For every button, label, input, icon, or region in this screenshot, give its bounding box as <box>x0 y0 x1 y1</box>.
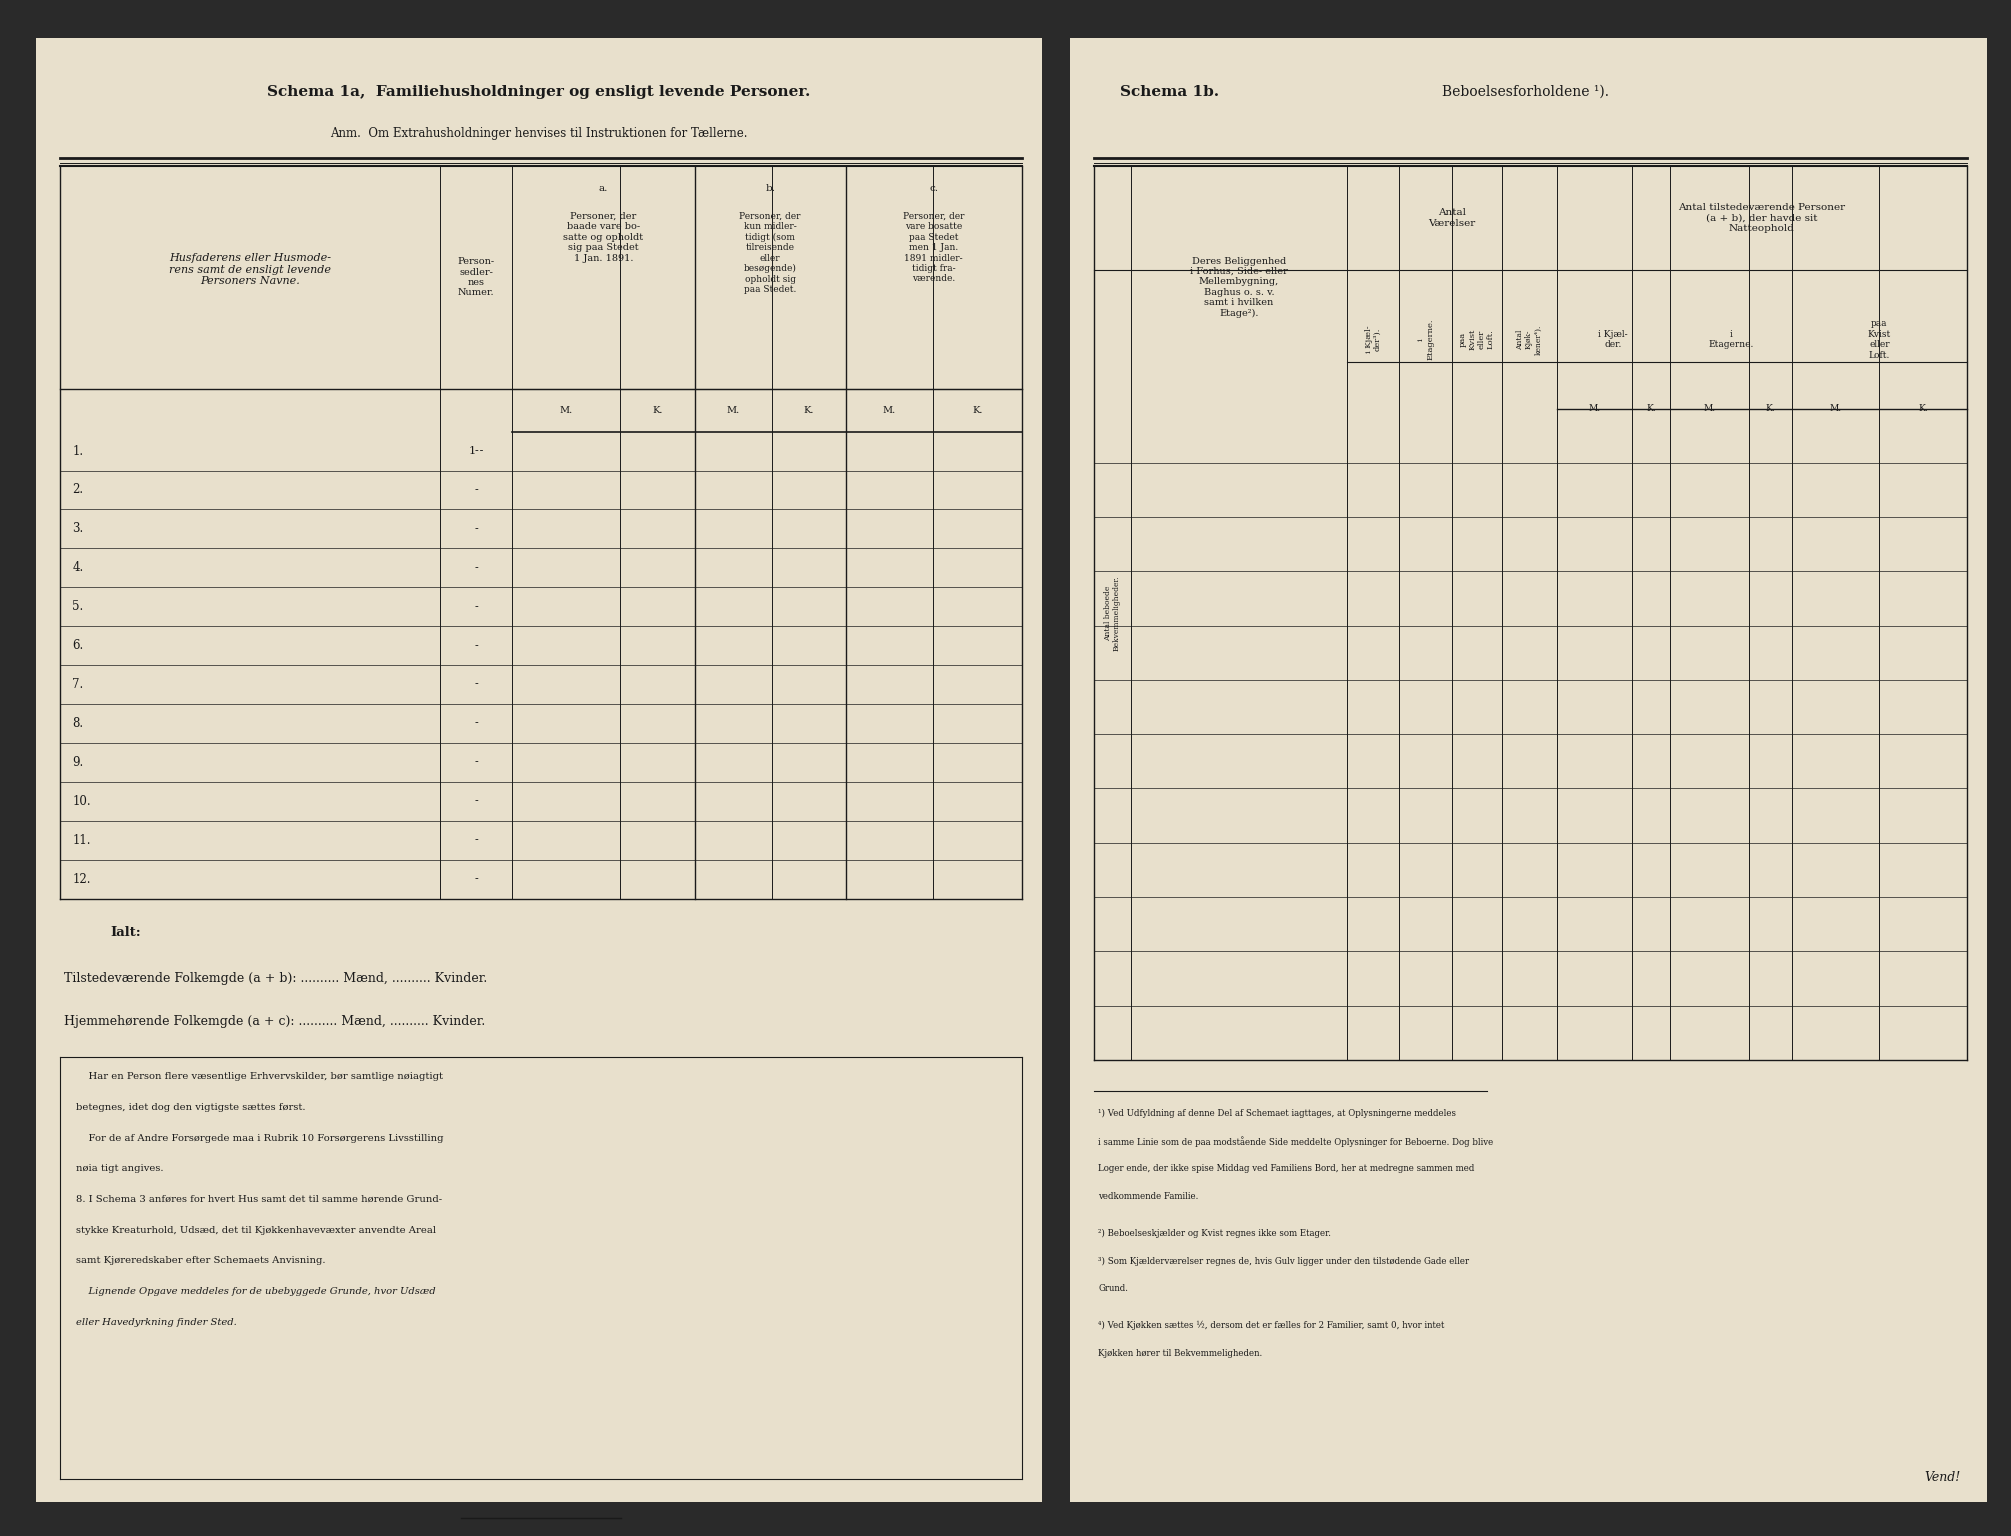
Text: 11.: 11. <box>72 834 90 846</box>
Text: -: - <box>475 874 479 885</box>
Text: nøia tigt angives.: nøia tigt angives. <box>76 1164 165 1174</box>
Text: c.: c. <box>929 184 939 194</box>
Text: Har en Person flere væsentlige Erhvervskilder, bør samtlige nøiagtigt: Har en Person flere væsentlige Erhvervsk… <box>76 1072 442 1081</box>
Text: paa
Kvist
eller
Loft.: paa Kvist eller Loft. <box>1458 329 1494 350</box>
Text: Ialt:: Ialt: <box>111 926 141 938</box>
Text: ²) Beboelseskjælder og Kvist regnes ikke som Etager.: ²) Beboelseskjælder og Kvist regnes ikke… <box>1098 1229 1331 1238</box>
Text: -: - <box>475 719 479 728</box>
Text: Antal beboede
Bekvemmeligheder.: Antal beboede Bekvemmeligheder. <box>1104 574 1120 651</box>
Bar <box>36 38 1042 1502</box>
Text: M.: M. <box>726 406 740 415</box>
Text: ¹) Ved Udfyldning af denne Del af Schemaet iagttages, at Oplysningerne meddeles: ¹) Ved Udfyldning af denne Del af Schema… <box>1098 1109 1456 1118</box>
Text: 12.: 12. <box>72 872 90 886</box>
Text: -: - <box>475 757 479 768</box>
Text: 10.: 10. <box>72 794 90 808</box>
Text: a.: a. <box>599 184 607 194</box>
Text: K.: K. <box>652 406 662 415</box>
Text: -: - <box>475 679 479 690</box>
Text: Antal tilstedeværende Personer
(a + b), der havde sit
Natteophold: Antal tilstedeværende Personer (a + b), … <box>1677 203 1846 233</box>
Text: i samme Linie som de paa modstående Side meddelte Oplysninger for Beboerne. Dog : i samme Linie som de paa modstående Side… <box>1098 1137 1494 1147</box>
Text: Anm.  Om Extrahusholdninger henvises til Instruktionen for Tællerne.: Anm. Om Extrahusholdninger henvises til … <box>330 127 748 140</box>
Text: Vend!: Vend! <box>1925 1471 1961 1484</box>
Bar <box>1070 38 1987 1502</box>
Text: 8.: 8. <box>72 717 84 730</box>
Text: 3.: 3. <box>72 522 84 536</box>
Text: Antal
Kjøk-
kener⁴).: Antal Kjøk- kener⁴). <box>1516 324 1542 355</box>
Text: Personer, der
baade vare bo-
satte og opholdt
sig paa Stedet
1 Jan. 1891.: Personer, der baade vare bo- satte og op… <box>563 212 644 263</box>
Text: -: - <box>475 562 479 573</box>
Text: -: - <box>475 641 479 651</box>
Text: M.: M. <box>1589 404 1601 413</box>
Text: 5.: 5. <box>72 601 84 613</box>
Text: ³) Som Kjælderværelser regnes de, hvis Gulv ligger under den tilstødende Gade el: ³) Som Kjælderværelser regnes de, hvis G… <box>1098 1256 1470 1266</box>
Text: -: - <box>475 602 479 611</box>
Text: 8. I Schema 3 anføres for hvert Hus samt det til samme hørende Grund-: 8. I Schema 3 anføres for hvert Hus samt… <box>76 1195 442 1204</box>
Text: Schema 1a,  Familiehusholdninger og ensligt levende Personer.: Schema 1a, Familiehusholdninger og ensli… <box>267 84 810 100</box>
Text: -: - <box>475 485 479 495</box>
Text: Hjemmehørende Folkemgde (a + c): .......... Mænd, .......... Kvinder.: Hjemmehørende Folkemgde (a + c): .......… <box>64 1015 485 1028</box>
Text: Beboelsesforholdene ¹).: Beboelsesforholdene ¹). <box>1442 84 1609 100</box>
Text: Deres Beliggenhed
i Forhus, Side- eller
Mellembygning,
Baghus o. s. v.
samt i hv: Deres Beliggenhed i Forhus, Side- eller … <box>1191 257 1287 318</box>
Text: M.: M. <box>1830 404 1842 413</box>
Text: K.: K. <box>1766 404 1776 413</box>
Text: K.: K. <box>1647 404 1657 413</box>
Text: eller Havedyrkning finder Sted.: eller Havedyrkning finder Sted. <box>76 1318 237 1327</box>
Text: Kjøkken hører til Bekvemmeligheden.: Kjøkken hører til Bekvemmeligheden. <box>1098 1349 1263 1358</box>
Text: samt Kjøreredskaber efter Schemaets Anvisning.: samt Kjøreredskaber efter Schemaets Anvi… <box>76 1256 326 1266</box>
Text: 2.: 2. <box>72 484 84 496</box>
Text: Lignende Opgave meddeles for de ubebyggede Grunde, hvor Udsæd: Lignende Opgave meddeles for de ubebygge… <box>76 1287 436 1296</box>
Text: betegnes, idet dog den vigtigste sættes først.: betegnes, idet dog den vigtigste sættes … <box>76 1103 306 1112</box>
Text: M.: M. <box>559 406 573 415</box>
Text: Grund.: Grund. <box>1098 1284 1128 1293</box>
Text: Schema 1b.: Schema 1b. <box>1120 84 1219 100</box>
Text: i
Etagerne.: i Etagerne. <box>1709 330 1754 349</box>
Text: K.: K. <box>971 406 983 415</box>
Text: K.: K. <box>1918 404 1929 413</box>
Text: 7.: 7. <box>72 677 84 691</box>
Text: -: - <box>475 524 479 535</box>
Text: paa
Kvist
eller
Loft.: paa Kvist eller Loft. <box>1868 319 1890 359</box>
Text: vedkommende Familie.: vedkommende Familie. <box>1098 1192 1199 1201</box>
Text: M.: M. <box>883 406 897 415</box>
Text: 1.: 1. <box>72 444 84 458</box>
Text: Husfaderens eller Husmode-
rens samt de ensligt levende
Personers Navne.: Husfaderens eller Husmode- rens samt de … <box>169 253 332 286</box>
Text: i
Etagerne.: i Etagerne. <box>1418 318 1434 361</box>
Text: ⁴) Ved Kjøkken sættes ½, dersom det er fælles for 2 Familier, samt 0, hvor intet: ⁴) Ved Kjøkken sættes ½, dersom det er f… <box>1098 1321 1444 1330</box>
Text: K.: K. <box>804 406 814 415</box>
Text: Tilstedeværende Folkemgde (a + b): .......... Mænd, .......... Kvinder.: Tilstedeværende Folkemgde (a + b): .....… <box>64 972 487 985</box>
Text: 9.: 9. <box>72 756 84 770</box>
Text: Person-
sedler-
nes
Numer.: Person- sedler- nes Numer. <box>459 257 495 298</box>
Text: -: - <box>475 796 479 806</box>
Text: stykke Kreaturhold, Udsæd, det til Kjøkkenhavevæxter anvendte Areal: stykke Kreaturhold, Udsæd, det til Kjøkk… <box>76 1226 436 1235</box>
Text: 1 -: 1 - <box>469 445 483 456</box>
Text: i Kjæl-
der.: i Kjæl- der. <box>1599 330 1629 349</box>
Text: Personer, der
kun midler-
tidigt (som
tilreisende
eller
besøgende)
opholdt sig
p: Personer, der kun midler- tidigt (som ti… <box>740 212 800 293</box>
Text: b.: b. <box>766 184 774 194</box>
Text: -: - <box>475 445 479 456</box>
Text: Personer, der
vare bosatte
paa Stedet
men 1 Jan.
1891 midler-
tidigt fra-
værend: Personer, der vare bosatte paa Stedet me… <box>903 212 965 283</box>
Text: -: - <box>475 836 479 845</box>
Text: 4.: 4. <box>72 561 84 574</box>
Text: Loger ende, der ikke spise Middag ved Familiens Bord, her at medregne sammen med: Loger ende, der ikke spise Middag ved Fa… <box>1098 1164 1474 1174</box>
Text: 6.: 6. <box>72 639 84 653</box>
Text: M.: M. <box>1703 404 1715 413</box>
Text: Antal
Værelser: Antal Værelser <box>1428 209 1476 227</box>
Text: For de af Andre Forsørgede maa i Rubrik 10 Forsørgerens Livsstilling: For de af Andre Forsørgede maa i Rubrik … <box>76 1134 444 1143</box>
Text: i Kjæl-
der³).: i Kjæl- der³). <box>1365 326 1382 353</box>
